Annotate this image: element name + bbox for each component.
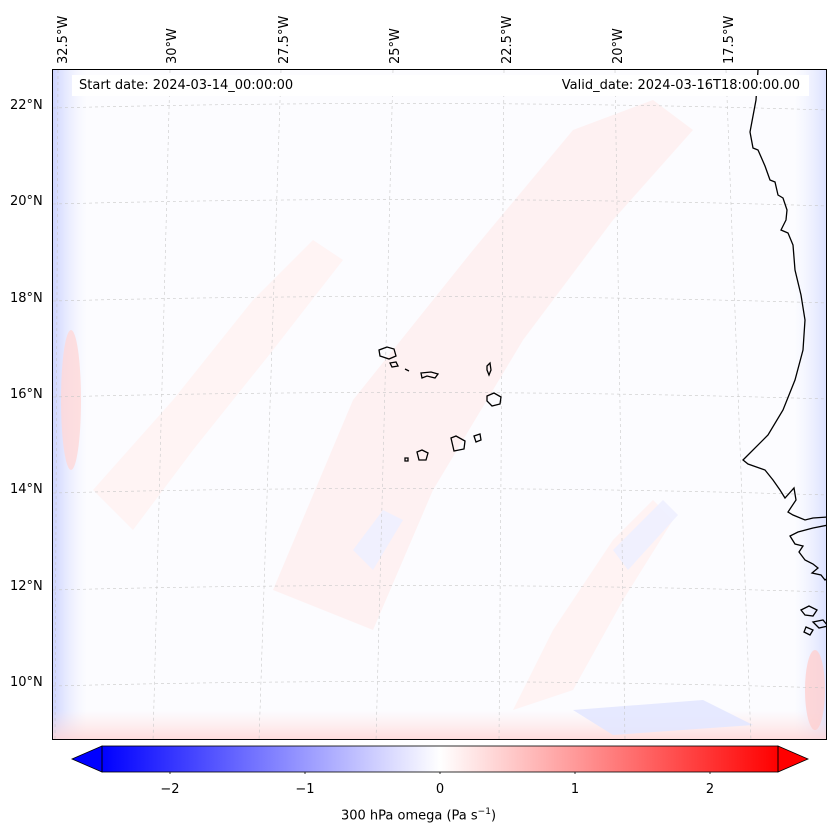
parallel-14n xyxy=(53,488,826,496)
island-brava xyxy=(404,457,409,462)
start-date-text: Start date: 2024-03-14_00:00:00 xyxy=(79,78,294,93)
island-maio xyxy=(473,433,482,443)
coastline-bissagos xyxy=(799,605,826,636)
colorbar xyxy=(70,745,810,774)
island-santiago xyxy=(450,435,466,452)
lat-label-16n: 16°N xyxy=(10,387,43,402)
valid-date-text: Valid_date: 2024-03-16T18:00:00.00 xyxy=(561,78,800,93)
cbar-tick-label-2: 2 xyxy=(705,782,715,797)
colorbar-extend-min xyxy=(70,745,103,773)
cbar-tick-label-neg1: −1 xyxy=(295,782,315,797)
lon-label-32-5w: 32.5°W xyxy=(56,15,71,64)
colorbar-body xyxy=(102,746,778,772)
island-sao-nicolau xyxy=(420,371,440,379)
lat-label-22n: 22°N xyxy=(10,98,43,113)
parallel-18n xyxy=(53,296,826,304)
graticule xyxy=(53,70,826,739)
lat-label-18n: 18°N xyxy=(10,291,43,306)
meridian-22-5w xyxy=(498,70,505,739)
ascent-patch-1 xyxy=(353,510,403,570)
meridian-20w xyxy=(614,70,626,739)
island-sao-vicente xyxy=(389,361,399,368)
parallel-16n xyxy=(53,392,826,400)
parallel-12n xyxy=(53,585,826,593)
date-annotation-box xyxy=(72,75,809,96)
lat-label-20n: 20°N xyxy=(10,194,43,209)
lat-label-12n: 12°N xyxy=(10,579,43,594)
colorbar-title-exponent: −1 xyxy=(477,807,491,817)
omega-shading xyxy=(53,70,826,739)
ascent-patch-3 xyxy=(573,700,753,735)
coastline-gambia-guinea-bissau xyxy=(789,524,826,581)
descent-band-central xyxy=(273,100,693,630)
island-santo-antao xyxy=(378,346,397,360)
cbar-tick-label-neg2: −2 xyxy=(160,782,180,797)
descent-band-southeast xyxy=(805,650,825,730)
descent-band-west xyxy=(61,330,81,470)
lon-label-27-5w: 27.5°W xyxy=(277,15,292,64)
cape-verde-islands xyxy=(378,346,502,462)
parallel-10n xyxy=(53,681,826,689)
colorbar-title: 300 hPa omega (Pa s−1) xyxy=(0,807,837,823)
parallel-20n xyxy=(53,199,826,207)
coastline-mauritania-senegal xyxy=(742,70,826,521)
colorbar-extend-max xyxy=(777,745,810,773)
right-boundary-shading xyxy=(794,70,826,739)
lon-label-22-5w: 22.5°W xyxy=(500,15,515,64)
meridian-27-5w xyxy=(258,70,282,739)
lon-label-30w: 30°W xyxy=(165,28,180,64)
lon-label-25w: 25°W xyxy=(388,28,403,64)
cbar-tick-label-0: 0 xyxy=(435,782,445,797)
lon-label-17-5w: 17.5°W xyxy=(722,15,737,64)
colorbar-title-text: 300 hPa omega (Pa s xyxy=(340,808,478,824)
lat-label-14n: 14°N xyxy=(10,482,43,497)
meridian-17-5w xyxy=(725,70,752,739)
island-fogo xyxy=(416,449,429,461)
parallel-22n xyxy=(53,103,826,111)
meridian-25w xyxy=(375,70,394,739)
colorbar-ticks xyxy=(169,772,711,774)
meridian-32-5w xyxy=(54,70,59,739)
map-panel xyxy=(52,69,827,740)
descent-band-northwest xyxy=(93,240,343,530)
cbar-tick-label-1: 1 xyxy=(570,782,580,797)
lat-label-10n: 10°N xyxy=(10,675,43,690)
colorbar-title-close: ) xyxy=(490,808,497,824)
meridian-30w xyxy=(152,70,171,739)
lon-label-20w: 20°W xyxy=(611,28,626,64)
island-sal xyxy=(486,361,492,377)
island-boa-vista xyxy=(486,392,502,407)
omega-field-map xyxy=(53,70,826,739)
ascent-patch-2 xyxy=(613,500,678,570)
island-santa-luzia xyxy=(404,368,410,372)
